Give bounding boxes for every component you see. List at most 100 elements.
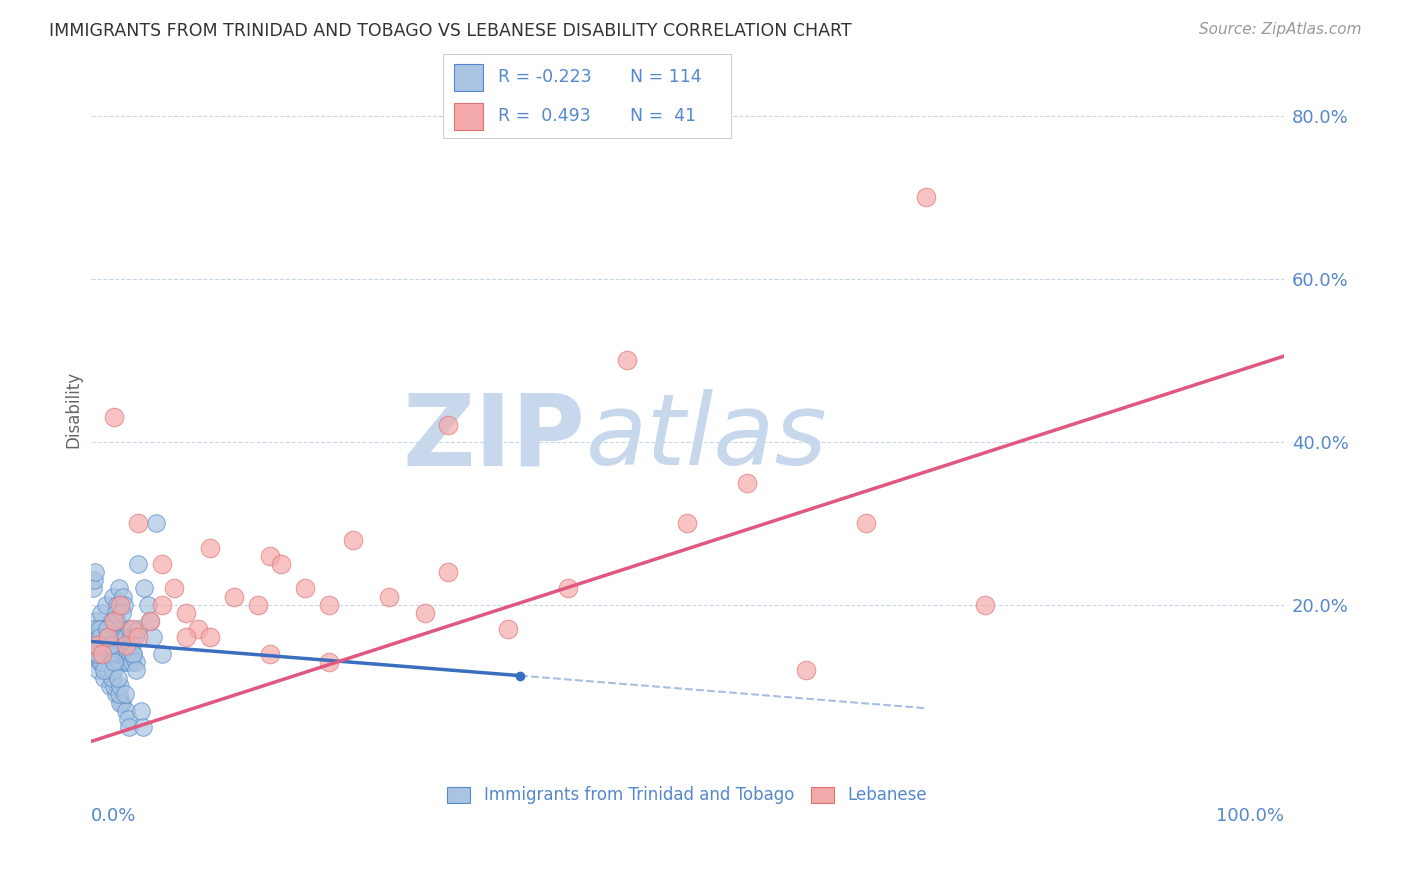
Point <box>855 516 877 531</box>
Point <box>94 639 117 653</box>
Point <box>259 549 281 563</box>
Point <box>90 622 112 636</box>
Point <box>89 655 111 669</box>
Point <box>115 639 138 653</box>
Point <box>100 647 122 661</box>
Point <box>616 353 638 368</box>
Point <box>103 639 125 653</box>
Point <box>150 598 173 612</box>
Text: IMMIGRANTS FROM TRINIDAD AND TOBAGO VS LEBANESE DISABILITY CORRELATION CHART: IMMIGRANTS FROM TRINIDAD AND TOBAGO VS L… <box>49 22 852 40</box>
Point <box>94 631 117 645</box>
Point <box>98 679 121 693</box>
Point <box>94 639 117 653</box>
Point <box>676 516 699 531</box>
Point <box>83 574 105 588</box>
Point <box>187 622 209 636</box>
Point <box>84 565 107 579</box>
Point <box>110 655 132 669</box>
Point <box>735 475 758 490</box>
Point <box>118 647 141 661</box>
Point <box>342 533 364 547</box>
Point <box>112 647 135 661</box>
Point <box>110 598 132 612</box>
Point <box>136 598 159 612</box>
Text: atlas: atlas <box>586 390 827 486</box>
Point <box>110 647 132 661</box>
Point <box>93 671 115 685</box>
Point <box>84 614 107 628</box>
Point <box>86 647 108 661</box>
Point <box>110 696 132 710</box>
Point <box>83 639 105 653</box>
Point <box>89 631 111 645</box>
Point <box>174 631 197 645</box>
Text: 0.0%: 0.0% <box>90 807 136 825</box>
Point <box>132 720 155 734</box>
Point <box>91 655 114 669</box>
Point <box>437 565 460 579</box>
Point <box>101 631 124 645</box>
Point <box>105 631 128 645</box>
Text: N =  41: N = 41 <box>630 107 696 125</box>
Point <box>97 631 120 645</box>
Point <box>111 590 134 604</box>
Point <box>174 606 197 620</box>
Point <box>97 655 120 669</box>
Point <box>139 614 162 628</box>
Point <box>90 606 112 620</box>
Point <box>115 639 138 653</box>
Text: Source: ZipAtlas.com: Source: ZipAtlas.com <box>1198 22 1361 37</box>
Point <box>114 655 136 669</box>
Point <box>87 622 110 636</box>
Text: N = 114: N = 114 <box>630 69 702 87</box>
Point <box>110 679 132 693</box>
Point <box>121 639 143 653</box>
Text: R = -0.223: R = -0.223 <box>498 69 592 87</box>
Point <box>103 410 125 425</box>
Point <box>103 679 125 693</box>
Point <box>124 631 146 645</box>
Point <box>103 631 125 645</box>
Point <box>378 590 401 604</box>
Point <box>259 647 281 661</box>
Point <box>121 622 143 636</box>
Point <box>101 655 124 669</box>
Point <box>97 631 120 645</box>
Point <box>94 647 117 661</box>
Text: ZIP: ZIP <box>402 390 586 486</box>
Point <box>413 606 436 620</box>
Point <box>86 639 108 653</box>
Point <box>115 647 138 661</box>
Point <box>111 639 134 653</box>
Point <box>107 671 129 685</box>
Point <box>110 631 132 645</box>
Point <box>145 516 167 531</box>
Point <box>110 696 132 710</box>
Point <box>222 590 245 604</box>
Point <box>94 655 117 669</box>
Point <box>114 687 136 701</box>
Point <box>103 655 125 669</box>
Point <box>198 541 221 555</box>
Point <box>98 647 121 661</box>
Point <box>118 622 141 636</box>
Point <box>101 671 124 685</box>
Point <box>112 631 135 645</box>
Point <box>105 598 128 612</box>
Point <box>557 582 579 596</box>
Point <box>118 639 141 653</box>
Point <box>127 516 149 531</box>
Point <box>118 720 141 734</box>
Point <box>108 639 131 653</box>
Point <box>105 647 128 661</box>
Point <box>796 663 818 677</box>
Point <box>974 598 997 612</box>
Point <box>914 190 936 204</box>
Point <box>91 647 114 661</box>
Point <box>103 655 125 669</box>
Point <box>103 614 125 628</box>
Point <box>150 647 173 661</box>
Point <box>318 598 340 612</box>
Point <box>142 631 165 645</box>
Point <box>103 622 125 636</box>
